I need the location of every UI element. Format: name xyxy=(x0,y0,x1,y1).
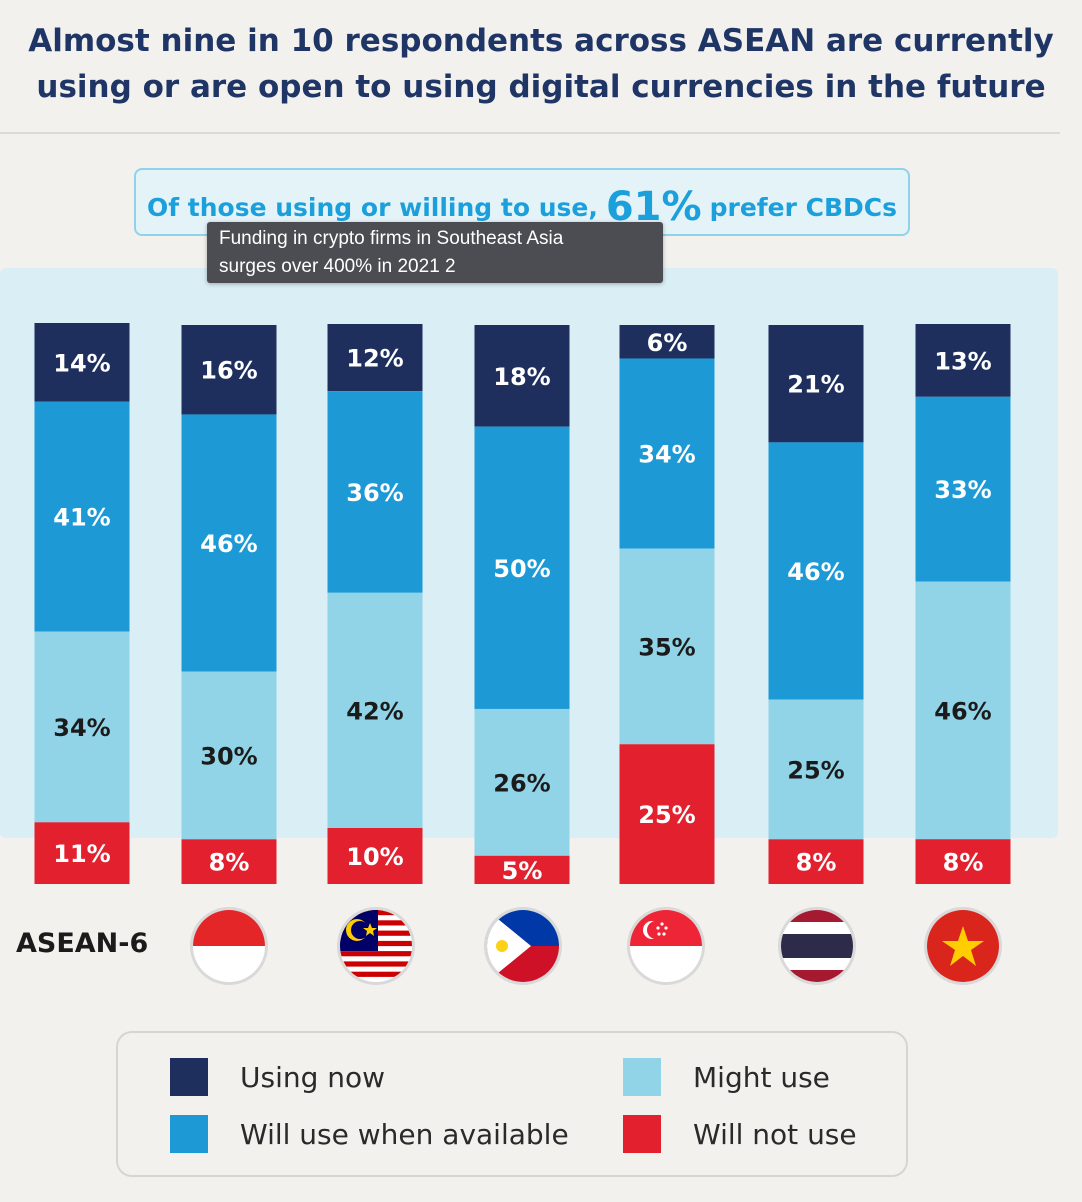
bar-segment-indonesia-using-now xyxy=(181,325,277,415)
philippines-flag-icon xyxy=(484,907,562,985)
bar-segment-thailand-using-now xyxy=(768,325,864,443)
indonesia-flag-icon xyxy=(190,907,268,985)
data-label-thailand-will-use: 46% xyxy=(787,558,844,586)
bar-segment-malaysia-will-use xyxy=(327,391,423,593)
data-label-vietnam-might-use: 46% xyxy=(934,697,991,725)
legend-label-will-use: Will use when available xyxy=(240,1117,569,1151)
data-label-philippines-will-use: 50% xyxy=(493,555,550,583)
data-label-thailand-might-use: 25% xyxy=(787,756,844,784)
data-label-vietnam-will-not-use: 8% xyxy=(943,849,984,877)
bar-segment-asean-6-will-use xyxy=(34,401,130,632)
data-label-vietnam-using-now: 13% xyxy=(934,347,991,375)
data-label-singapore-might-use: 35% xyxy=(638,633,695,661)
data-label-singapore-will-not-use: 25% xyxy=(638,801,695,829)
bar-segment-singapore-might-use xyxy=(619,548,715,745)
tooltip-line-2: surges over 400% in 2021 2 xyxy=(219,256,456,277)
bar-segment-asean-6-might-use xyxy=(34,631,130,823)
data-label-indonesia-using-now: 16% xyxy=(200,357,257,385)
x-tick-label-asean-6: ASEAN-6 xyxy=(16,928,149,959)
tooltip-line-1: Funding in crypto firms in Southeast Asi… xyxy=(219,228,564,249)
bar-segment-vietnam-will-not-use xyxy=(915,839,1011,884)
data-label-malaysia-will-not-use: 10% xyxy=(346,843,403,871)
bar-segment-thailand-might-use xyxy=(768,699,864,840)
malaysia-flag-icon xyxy=(337,907,415,985)
data-label-indonesia-will-use: 46% xyxy=(200,530,257,558)
data-label-indonesia-will-not-use: 8% xyxy=(209,849,250,877)
bar-segment-vietnam-might-use xyxy=(915,581,1011,840)
legend-swatch-will-use xyxy=(170,1115,208,1153)
legend-item-will-use: Will use when available xyxy=(170,1115,569,1153)
bar-segment-philippines-will-use xyxy=(474,426,570,709)
link-tooltip: Funding in crypto firms in Southeast Asi… xyxy=(207,222,663,283)
bar-segment-vietnam-will-use xyxy=(915,396,1011,582)
legend-item-will-not-use: Will not use xyxy=(623,1115,857,1153)
legend-swatch-using-now xyxy=(170,1058,208,1096)
legend-item-might-use: Might use xyxy=(623,1058,830,1096)
data-label-singapore-using-now: 6% xyxy=(647,329,688,357)
data-label-singapore-will-use: 34% xyxy=(638,441,695,469)
legend-label-might-use: Might use xyxy=(693,1060,830,1094)
title-divider xyxy=(0,132,1060,134)
bar-segment-malaysia-will-not-use xyxy=(327,828,423,884)
legend-label-using-now: Using now xyxy=(240,1060,386,1094)
chart-title-line-1: Almost nine in 10 respondents across ASE… xyxy=(28,23,1054,59)
bar-segment-philippines-will-not-use xyxy=(474,855,570,884)
data-label-thailand-will-not-use: 8% xyxy=(796,849,837,877)
legend: Using now Will use when available Might … xyxy=(116,1031,908,1177)
bar-segment-asean-6-will-not-use xyxy=(34,822,130,884)
data-label-asean-6-will-not-use: 11% xyxy=(53,840,110,868)
bar-segment-indonesia-will-not-use xyxy=(181,839,277,884)
legend-label-will-not-use: Will not use xyxy=(693,1117,857,1151)
data-label-indonesia-might-use: 30% xyxy=(200,742,257,770)
data-label-philippines-might-use: 26% xyxy=(493,769,550,797)
data-label-asean-6-will-use: 41% xyxy=(53,504,110,532)
bar-segment-singapore-will-use xyxy=(619,358,715,549)
thailand-flag-icon xyxy=(778,907,856,985)
data-label-thailand-using-now: 21% xyxy=(787,371,844,399)
data-label-asean-6-using-now: 14% xyxy=(53,349,110,377)
singapore-flag-icon xyxy=(627,907,705,985)
data-label-malaysia-will-use: 36% xyxy=(346,479,403,507)
bar-segment-thailand-will-not-use xyxy=(768,839,864,884)
bar-segment-singapore-will-not-use xyxy=(619,744,715,884)
bar-segment-malaysia-using-now xyxy=(327,324,423,392)
bar-segment-thailand-will-use xyxy=(768,442,864,700)
bar-segment-malaysia-might-use xyxy=(327,592,423,828)
data-label-malaysia-using-now: 12% xyxy=(346,345,403,373)
data-label-vietnam-will-use: 33% xyxy=(934,476,991,504)
chart-title-line-2: using or are open to using digital curre… xyxy=(36,69,1046,105)
legend-swatch-might-use xyxy=(623,1058,661,1096)
bar-segment-indonesia-might-use xyxy=(181,671,277,840)
bar-segment-philippines-using-now xyxy=(474,325,570,427)
chart-title: Almost nine in 10 respondents across ASE… xyxy=(0,18,1082,110)
bar-segment-singapore-using-now xyxy=(619,325,715,359)
data-label-philippines-using-now: 18% xyxy=(493,363,550,391)
bar-segment-philippines-might-use xyxy=(474,708,570,856)
data-label-philippines-will-not-use: 5% xyxy=(502,857,543,885)
bar-segment-asean-6-using-now xyxy=(34,323,130,402)
data-label-asean-6-might-use: 34% xyxy=(53,714,110,742)
bar-segment-indonesia-will-use xyxy=(181,414,277,672)
subtitle-prefix: Of those using or willing to use, xyxy=(146,192,598,222)
legend-swatch-will-not-use xyxy=(623,1115,661,1153)
legend-item-using-now: Using now xyxy=(170,1058,385,1096)
subtitle-suffix: prefer CBDCs xyxy=(709,192,898,222)
stacked-bar-chart: 14% 41% 34% 11% 16% 46% 30% 8% 12% 36% 42% 10% 18% 50… xyxy=(0,268,1058,885)
bar-segment-vietnam-using-now xyxy=(915,324,1011,397)
vietnam-flag-icon xyxy=(924,907,1002,985)
data-label-malaysia-might-use: 42% xyxy=(346,697,403,725)
